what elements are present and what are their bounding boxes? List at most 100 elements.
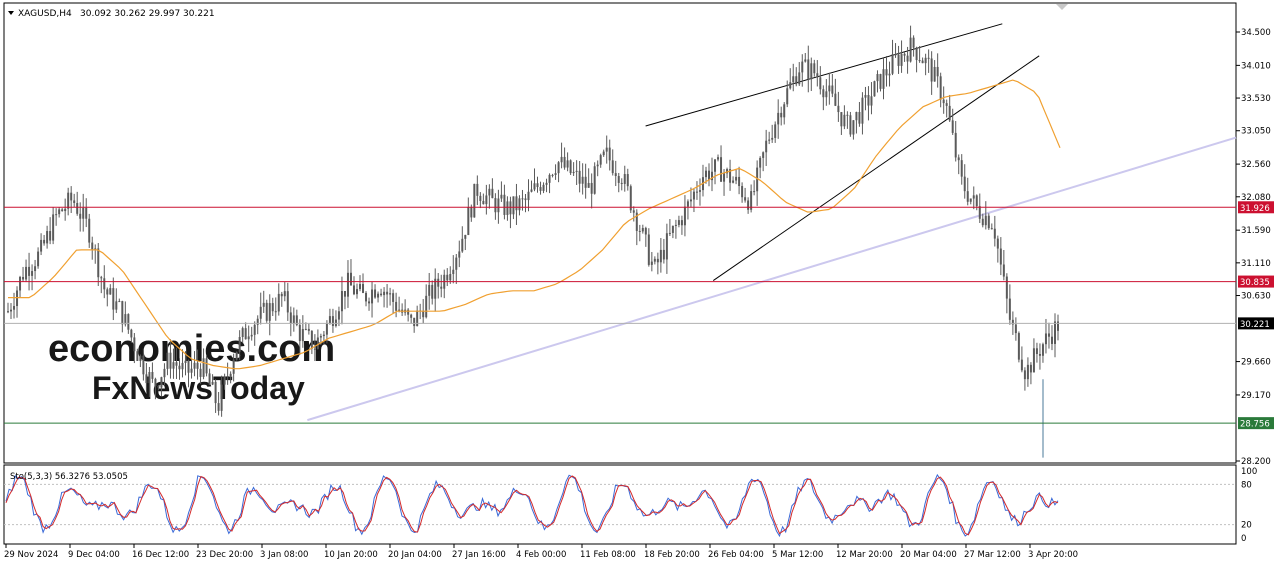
- candle: [250, 326, 253, 341]
- candle-body: [383, 291, 386, 296]
- candle: [813, 59, 816, 77]
- candle: [795, 67, 798, 87]
- candle-body: [626, 174, 629, 187]
- candle: [70, 186, 73, 214]
- candle: [695, 181, 698, 200]
- candle: [954, 121, 957, 162]
- candle: [711, 157, 714, 192]
- candle-body: [386, 291, 389, 295]
- candle-body: [572, 171, 575, 174]
- candle: [374, 284, 377, 299]
- candle: [822, 85, 825, 111]
- candle: [503, 184, 506, 220]
- level-badge-label: 28.756: [1240, 420, 1270, 430]
- candle: [617, 172, 620, 193]
- chart-shift-marker-icon[interactable]: [1056, 4, 1068, 10]
- candle: [1053, 313, 1056, 358]
- candle: [202, 348, 205, 380]
- candle: [473, 183, 476, 218]
- candle: [527, 179, 530, 212]
- candle-body: [900, 53, 903, 66]
- candle: [873, 80, 876, 97]
- candle: [452, 255, 455, 284]
- candle: [286, 282, 289, 321]
- price-tick-label: 28.200: [1241, 457, 1271, 467]
- candle-body: [340, 291, 343, 312]
- candle-body: [852, 120, 855, 135]
- candle-body: [70, 192, 73, 201]
- candle: [362, 273, 365, 294]
- candle: [73, 193, 76, 207]
- candle: [644, 226, 647, 247]
- candle-body: [1008, 298, 1011, 320]
- candle-body: [912, 37, 915, 48]
- candle: [882, 57, 885, 100]
- time-tick-label: 10 Jan 20:00: [324, 550, 378, 560]
- symbol-menu-triangle-icon[interactable]: [8, 11, 14, 15]
- candle-body: [377, 293, 380, 298]
- candle: [133, 333, 136, 364]
- candle-body: [61, 209, 64, 212]
- candle: [310, 330, 313, 355]
- candle-body: [966, 191, 969, 202]
- candle-body: [581, 176, 584, 184]
- candle: [632, 206, 635, 222]
- candle: [106, 287, 109, 307]
- candle: [109, 284, 112, 295]
- candle-body: [798, 72, 801, 85]
- candle-body: [909, 37, 912, 62]
- candle-body: [205, 358, 208, 374]
- candle-body: [34, 266, 37, 272]
- candle: [903, 52, 906, 62]
- candle: [1041, 342, 1044, 363]
- candle-body: [244, 328, 247, 340]
- candle: [268, 294, 271, 336]
- candle: [235, 351, 238, 361]
- candle-body: [476, 183, 479, 196]
- candle-body: [551, 174, 554, 176]
- candle: [876, 70, 879, 93]
- candle: [148, 366, 151, 398]
- candle: [578, 160, 581, 193]
- candle-body: [828, 85, 831, 92]
- candle: [157, 384, 160, 391]
- candle: [765, 129, 768, 166]
- candle: [28, 252, 31, 291]
- candle-body: [861, 97, 864, 124]
- candle-body: [1014, 324, 1017, 334]
- candle: [861, 92, 864, 135]
- candle-body: [987, 215, 990, 229]
- candle: [629, 184, 632, 214]
- candle: [34, 259, 37, 280]
- candle-body: [262, 302, 265, 307]
- candle-body: [355, 289, 358, 295]
- candle-body: [7, 311, 9, 313]
- candle-body: [325, 323, 328, 335]
- candle-body: [780, 112, 783, 118]
- candle: [885, 56, 888, 87]
- candle: [554, 164, 557, 180]
- candle-body: [915, 47, 918, 61]
- candle-body: [999, 248, 1002, 265]
- candle: [365, 291, 368, 307]
- candle-body: [175, 362, 178, 366]
- candle-body: [217, 403, 220, 411]
- candle-body: [280, 293, 283, 297]
- time-tick-label: 27 Jan 16:00: [452, 550, 506, 560]
- candle-body: [115, 301, 118, 310]
- stoch-signal-line: [5, 475, 1059, 536]
- candle-body: [635, 212, 638, 231]
- candle: [413, 317, 416, 333]
- time-tick-label: 9 Dec 04:00: [68, 550, 120, 560]
- candle-body: [130, 329, 133, 338]
- candle-body: [322, 334, 325, 337]
- candle: [500, 181, 503, 202]
- candle-body: [614, 173, 617, 177]
- candle-body: [894, 54, 897, 56]
- candle: [398, 296, 401, 313]
- candle-body: [975, 195, 978, 207]
- candle: [780, 106, 783, 126]
- candle-body: [542, 184, 545, 191]
- candle: [136, 348, 139, 362]
- candle: [76, 191, 79, 216]
